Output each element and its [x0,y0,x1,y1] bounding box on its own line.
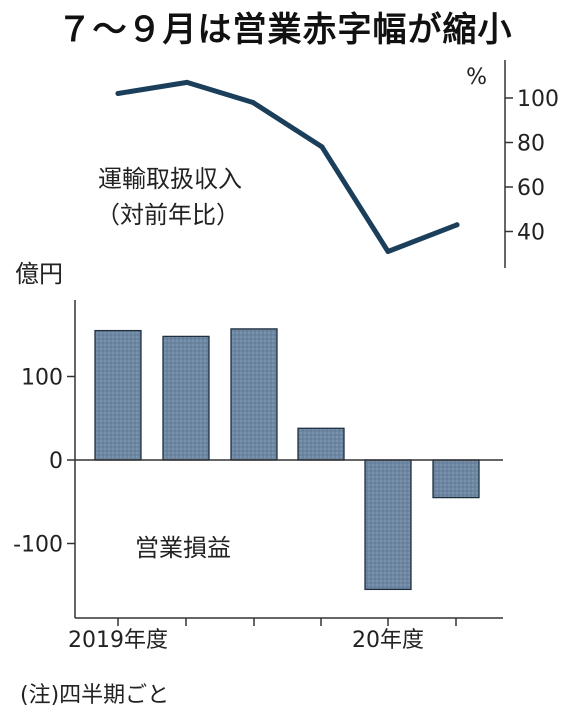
chart-title: ７～９月は営業赤字幅が縮小 [57,10,513,50]
line-y-tick-label: 100 [517,87,559,112]
line-y-tick-label: 40 [517,221,545,246]
line-point [385,249,391,254]
line-y-tick-label: 80 [517,132,545,157]
bar-x-tick-label: 20年度 [352,628,424,653]
bar [94,329,142,461]
line-series-label-sub: （対前年比） [96,201,240,229]
line-y-tick-label: 60 [517,176,545,201]
line-point [115,91,121,96]
bar [297,427,345,461]
bar-y-tick-label: 0 [49,449,63,474]
line-point [184,79,190,85]
bar-series-label: 営業損益 [135,534,231,562]
bar [162,335,210,461]
bar-y-tick-label: 100 [21,366,63,391]
bar-y-tick-label: -100 [13,533,63,558]
bar-unit-label: 億円 [15,260,63,288]
bar [230,328,278,461]
line-point [319,144,325,150]
chart-note: (注)四半期ごと [20,683,169,708]
line-series [115,79,460,254]
line-point [250,100,256,105]
bar-x-tick-label: 2019年度 [68,628,168,653]
line-series-label: 運輸取扱収入 [98,165,242,193]
bar [364,459,412,591]
line-point [454,222,460,228]
line-unit-label: % [466,65,487,90]
bar [432,459,480,499]
